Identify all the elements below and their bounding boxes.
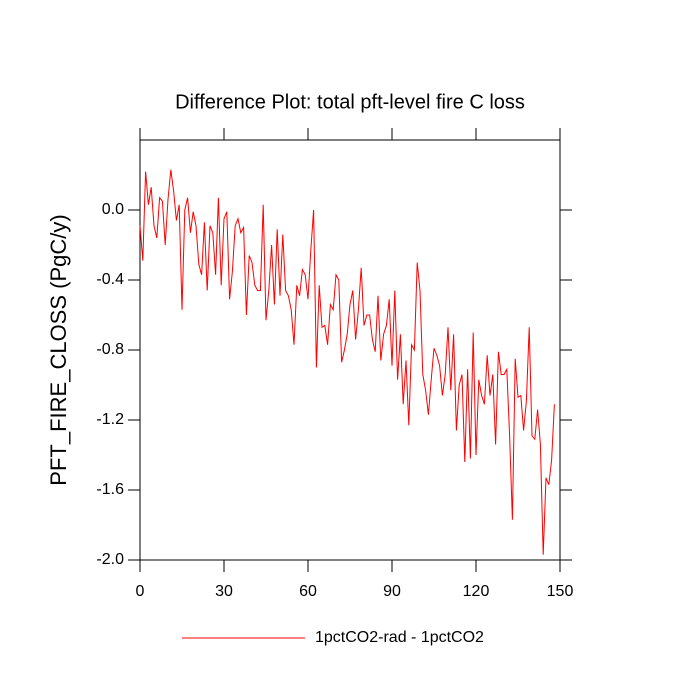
- y-tick-label: -1.6: [96, 481, 124, 498]
- y-tick-label: -0.4: [96, 271, 124, 288]
- x-tick-label: 90: [383, 583, 401, 600]
- x-tick-label: 60: [299, 583, 317, 600]
- legend-label: 1pctCO2-rad - 1pctCO2: [315, 629, 484, 646]
- y-tick-label: -0.8: [96, 341, 124, 358]
- y-axis-label: PFT_FIRE_CLOSS (PgC/y): [46, 214, 71, 485]
- chart-title: Difference Plot: total pft-level fire C …: [175, 91, 525, 113]
- y-tick-label: 0.0: [102, 201, 124, 218]
- x-tick-label: 30: [215, 583, 233, 600]
- y-tick-label: -1.2: [96, 411, 124, 428]
- x-tick-label: 0: [136, 583, 145, 600]
- x-tick-label: 120: [463, 583, 490, 600]
- plot-frame: [139, 139, 561, 561]
- y-tick-label: -2.0: [96, 551, 124, 568]
- x-tick-label: 150: [547, 583, 574, 600]
- data-line: [139, 169, 555, 555]
